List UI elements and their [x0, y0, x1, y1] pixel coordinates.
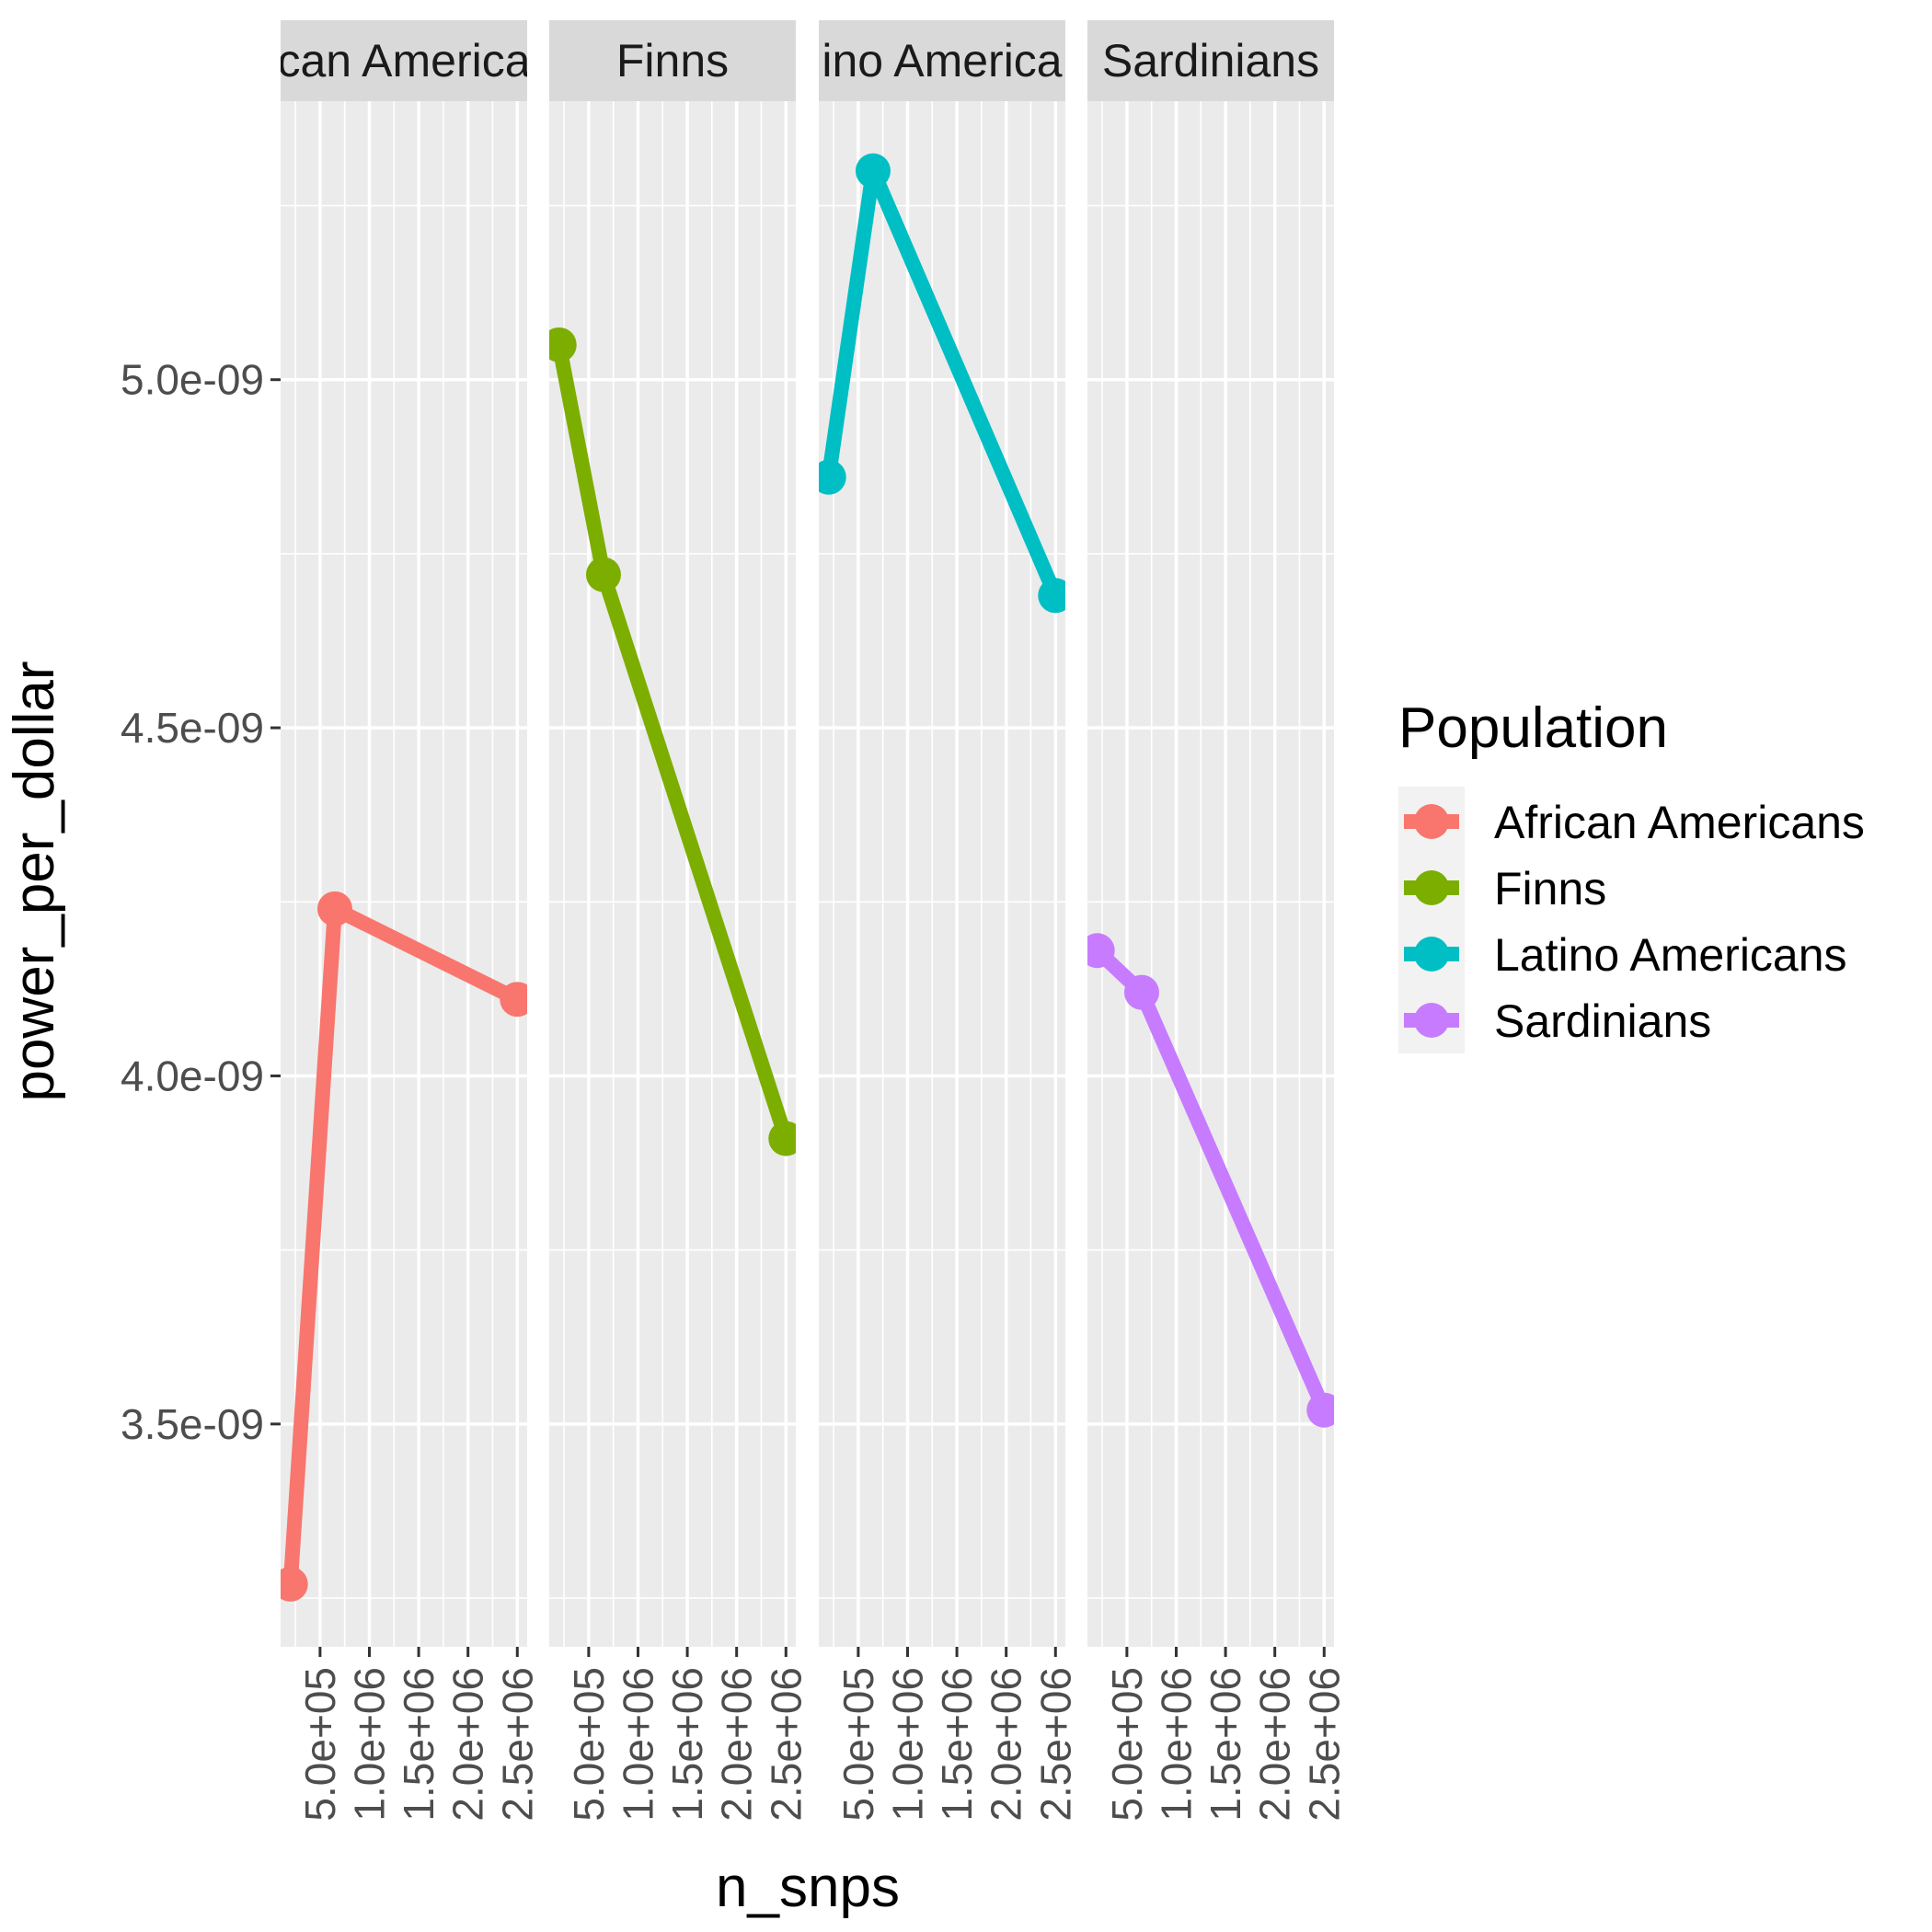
- legend-label: Latino Americans: [1494, 929, 1847, 981]
- facet-panel: can America: [277, 20, 530, 1647]
- data-point: [1087, 933, 1115, 969]
- x-tick-label: 2.0e+06: [713, 1667, 761, 1822]
- x-axis: 5.0e+05 1.0e+06 1.5e+06 2.0e+06 2.5e+06: [565, 1647, 810, 1822]
- series-african-americans: [281, 891, 527, 1602]
- x-tick-label: 2.0e+06: [983, 1667, 1030, 1822]
- legend-item: African Americans: [1404, 797, 1865, 848]
- panel-background: [1087, 101, 1334, 1647]
- legend-key-point: [1414, 1003, 1449, 1038]
- panel-grid: [1087, 101, 1334, 1647]
- panel-grid: [281, 101, 527, 1647]
- x-axis: 5.0e+05 1.0e+06 1.5e+06 2.0e+06 2.5e+06: [834, 1647, 1079, 1822]
- x-tick-label: 5.0e+05: [1103, 1667, 1151, 1822]
- x-tick-label: 1.5e+06: [933, 1667, 981, 1822]
- facet-strip: [819, 20, 1065, 101]
- x-tick-label: 5.0e+05: [834, 1667, 882, 1822]
- x-tick-label: 2.0e+06: [444, 1667, 492, 1822]
- x-axis: 5.0e+05 1.0e+06 1.5e+06 2.0e+06 2.5e+06: [1103, 1647, 1348, 1822]
- series-sardinians: [1087, 933, 1334, 1428]
- x-tick-label: 1.5e+06: [395, 1667, 443, 1822]
- data-point: [585, 557, 621, 592]
- legend-label: Sardinians: [1494, 995, 1711, 1047]
- legend-key-point: [1414, 870, 1449, 905]
- legend-label: Finns: [1494, 863, 1606, 914]
- x-axis-title: n_snps: [716, 1856, 900, 1919]
- x-tick-label: 1.5e+06: [663, 1667, 711, 1822]
- data-point: [1306, 1392, 1334, 1428]
- data-point: [281, 1566, 308, 1602]
- panel-background: [549, 101, 796, 1647]
- series-finns: [549, 327, 796, 1156]
- legend-key-point: [1414, 804, 1449, 839]
- facet-strip-label: Sardinians: [1102, 35, 1319, 86]
- x-tick-label: 2.0e+06: [1251, 1667, 1299, 1822]
- legend-label: African Americans: [1494, 797, 1865, 848]
- x-tick-label: 1.5e+06: [1202, 1667, 1249, 1822]
- x-tick-label: 1.0e+06: [345, 1667, 393, 1822]
- x-tick-label: 5.0e+05: [296, 1667, 344, 1822]
- panel-background: [819, 101, 1065, 1647]
- facet-strip: [549, 20, 796, 101]
- y-tick-label: 5.0e-09: [121, 356, 264, 404]
- data-point: [549, 327, 577, 362]
- y-axis-title: power_per_dollar: [3, 661, 66, 1101]
- x-tick-label: 2.5e+06: [1300, 1667, 1348, 1822]
- x-tick-label: 1.0e+06: [614, 1667, 661, 1822]
- legend-items: African Americans Finns Latino Americans Sa…: [1404, 797, 1865, 1047]
- y-tick-label: 3.5e-09: [121, 1400, 264, 1448]
- facet-panel: Finns: [549, 20, 796, 1647]
- data-point: [500, 982, 527, 1018]
- x-axes: 5.0e+05 1.0e+06 1.5e+06 2.0e+06 2.5e+06 5.0e+…: [296, 1647, 1348, 1822]
- data-point: [1038, 578, 1065, 614]
- x-axis: 5.0e+05 1.0e+06 1.5e+06 2.0e+06 2.5e+06: [296, 1647, 541, 1822]
- legend-title: Population: [1398, 696, 1668, 760]
- legend-key-point: [1414, 937, 1449, 972]
- facet-panel: Sardinians: [1087, 20, 1334, 1647]
- data-point: [855, 153, 891, 189]
- facet-strip-label: can America: [277, 35, 530, 86]
- legend-item: Finns: [1404, 863, 1606, 914]
- data-point: [316, 891, 352, 926]
- y-axis: 3.5e-09 4.0e-09 4.5e-09 5.0e-09: [121, 356, 281, 1448]
- x-tick-label: 2.5e+06: [1031, 1667, 1079, 1822]
- y-tick-label: 4.0e-09: [121, 1052, 264, 1099]
- y-tick-label: 4.5e-09: [121, 704, 264, 752]
- facet-panels: can America Finns ino America Sardinians: [277, 20, 1334, 1647]
- facet-strip-label: ino America: [822, 35, 1062, 86]
- panel-background: [281, 101, 527, 1647]
- legend-item: Latino Americans: [1404, 929, 1847, 981]
- x-tick-label: 2.5e+06: [493, 1667, 541, 1822]
- x-tick-label: 1.0e+06: [1152, 1667, 1200, 1822]
- x-tick-label: 5.0e+05: [565, 1667, 613, 1822]
- facet-strip: [1087, 20, 1334, 101]
- facet-strip-label: Finns: [616, 35, 729, 86]
- x-tick-label: 2.5e+06: [762, 1667, 810, 1822]
- x-tick-label: 1.0e+06: [883, 1667, 931, 1822]
- data-point: [1123, 974, 1159, 1010]
- data-point: [768, 1121, 796, 1156]
- panel-grid: [819, 101, 1065, 1647]
- legend-item: Sardinians: [1404, 995, 1711, 1047]
- series-latino-americans: [819, 153, 1065, 614]
- data-point: [819, 459, 846, 495]
- legend: Population African Americans Finns Latino …: [1398, 696, 1865, 1053]
- facet-strip: [281, 20, 527, 101]
- panel-grid: [549, 101, 796, 1647]
- facet-panel: ino America: [819, 20, 1065, 1647]
